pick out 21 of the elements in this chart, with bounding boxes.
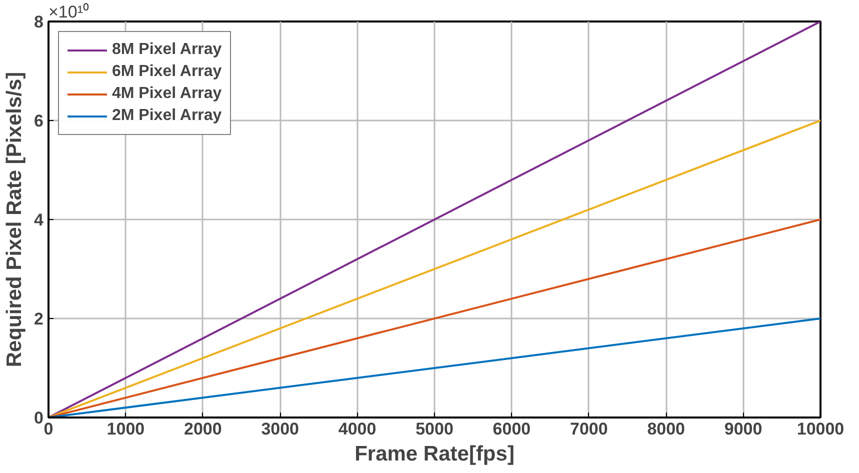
- x-axis-title: Frame Rate[fps]: [354, 442, 514, 466]
- legend-label: 6M Pixel Array: [112, 63, 222, 81]
- y-tick-label: 4: [34, 210, 44, 230]
- x-tick-label: 7000: [570, 420, 608, 438]
- y-axis-title: Required Pixel Rate [Pixels/s]: [3, 72, 26, 368]
- y-tick-label: 8: [34, 12, 44, 32]
- x-tick-label: 6000: [492, 420, 531, 438]
- x-tick-label: 3000: [261, 420, 300, 438]
- x-tick-label: 10000: [796, 420, 844, 438]
- x-tick-label: 9000: [724, 420, 762, 438]
- x-tick-label: 4000: [338, 420, 376, 438]
- legend-label: 2M Pixel Array: [112, 107, 222, 125]
- x-tick-label: 1000: [106, 420, 145, 438]
- y-tick-label: 6: [34, 112, 44, 130]
- x-tick-label: 5000: [416, 420, 454, 438]
- legend-label: 4M Pixel Array: [112, 85, 222, 103]
- x-tick-label: 2000: [184, 420, 222, 438]
- y-tick-label: 2: [34, 310, 44, 328]
- x-tick-label: 8000: [647, 420, 686, 438]
- annotation: ×10¹⁰: [48, 2, 89, 22]
- legend-label: 8M Pixel Array: [112, 41, 222, 59]
